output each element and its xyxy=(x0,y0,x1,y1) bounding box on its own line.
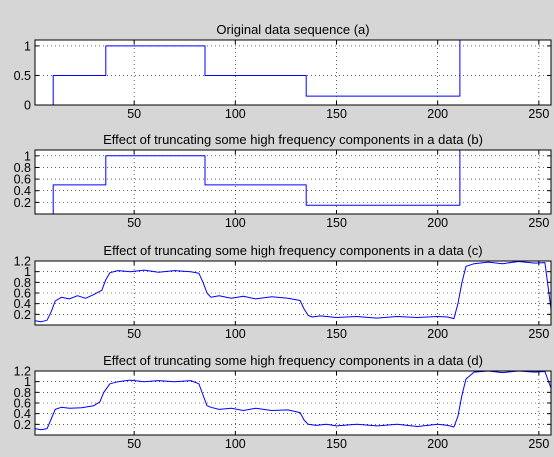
panel-1-y-tick-label-2: 0.5 xyxy=(14,69,31,83)
panel-3-x-tick-label-2: 100 xyxy=(225,327,246,341)
panel-2-x-tick-label-5: 250 xyxy=(528,216,549,230)
panel-1-x-tick-label-2: 100 xyxy=(225,107,246,121)
panel-2-x-tick-label-4: 200 xyxy=(427,216,448,230)
panel-3-x-tick-label-4: 200 xyxy=(427,327,448,341)
panel-2-y-tick-label-5: 1 xyxy=(24,149,31,163)
panel-3-x-tick-label-1: 50 xyxy=(127,327,141,341)
panel-3-plot-area xyxy=(35,261,551,325)
panel-4-plot-area xyxy=(35,371,551,435)
panel-1-y-tick-label-1: 0 xyxy=(24,99,31,113)
panel-2-title: Effect of truncating some high frequency… xyxy=(103,132,483,147)
panel-4-x-tick-label-2: 100 xyxy=(225,437,246,451)
panel-4-x-tick-label-1: 50 xyxy=(127,437,141,451)
panel-1-x-tick-label-3: 150 xyxy=(326,107,347,121)
panel-3-title: Effect of truncating some high frequency… xyxy=(103,243,482,258)
panel-4-x-tick-label-4: 200 xyxy=(427,437,448,451)
panel-1-y-tick-label-3: 1 xyxy=(24,39,31,53)
panel-3-x-tick-label-3: 150 xyxy=(326,327,347,341)
panel-2-x-tick-label-3: 150 xyxy=(326,216,347,230)
panel-4-y-tick-label-6: 1.2 xyxy=(14,365,31,379)
panel-2-x-tick-label-1: 50 xyxy=(127,216,141,230)
panel-4-x-tick-label-5: 250 xyxy=(528,437,549,451)
panel-1-x-tick-label-1: 50 xyxy=(127,107,141,121)
panel-4-title: Effect of truncating some high frequency… xyxy=(103,353,483,368)
panel-2-x-tick-label-2: 100 xyxy=(225,216,246,230)
panel-1-x-tick-label-5: 250 xyxy=(528,107,549,121)
panel-3-x-tick-label-5: 250 xyxy=(528,327,549,341)
panel-4-x-tick-label-3: 150 xyxy=(326,437,347,451)
panel-1-title: Original data sequence (a) xyxy=(216,22,369,37)
panel-1-plot-area xyxy=(35,40,551,105)
panel-1-x-tick-label-4: 200 xyxy=(427,107,448,121)
panel-2-plot-area xyxy=(35,150,551,214)
panel-3-y-tick-label-6: 1.2 xyxy=(14,255,31,269)
